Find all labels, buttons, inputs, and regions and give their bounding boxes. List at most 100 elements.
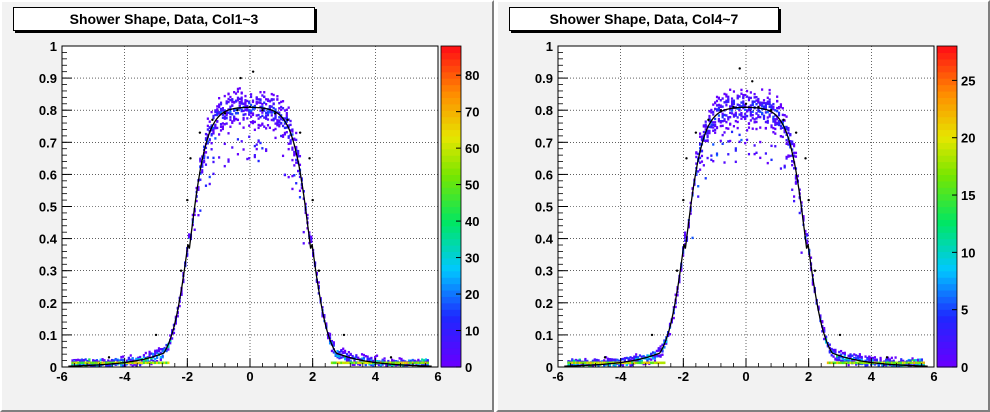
heatmap-cell	[263, 109, 266, 112]
heatmap-cell	[328, 342, 332, 345]
heatmap-cell	[764, 107, 767, 110]
heatmap-cell	[280, 100, 283, 104]
heatmap-cell	[785, 139, 788, 142]
heatmap-cell	[287, 124, 290, 127]
heatmap-cell	[280, 117, 283, 121]
heatmap-cell	[216, 119, 219, 123]
heatmap-cell	[342, 355, 345, 358]
heatmap-cell	[576, 359, 579, 363]
heatmap-cell	[695, 151, 698, 154]
heatmap-cell	[359, 363, 362, 367]
heatmap-cell	[766, 110, 769, 114]
heatmap-cell	[227, 132, 230, 135]
color-scale-bin	[441, 180, 461, 188]
heatmap-cell	[781, 135, 784, 139]
heatmap-cell	[233, 109, 236, 112]
heatmap-cell	[830, 347, 833, 351]
heatmap-cell	[734, 111, 737, 115]
heatmap-cell	[323, 314, 326, 317]
heatmap-cell	[777, 111, 781, 115]
heatmap-cell	[915, 359, 918, 362]
heatmap-cell	[727, 116, 730, 119]
heatmap-cell	[770, 144, 773, 148]
color-scale-bin	[937, 360, 957, 368]
heatmap-cell	[655, 353, 658, 357]
heatmap-cell	[787, 143, 790, 146]
heatmap-cell	[768, 113, 771, 116]
heatmap-cell	[902, 361, 905, 365]
heatmap-cell	[221, 122, 224, 125]
heatmap-cell	[635, 357, 638, 361]
heatmap-cell	[274, 115, 277, 118]
heatmap-cell	[648, 361, 651, 365]
data-point	[248, 105, 252, 109]
heatmap-cell	[270, 105, 273, 108]
heatmap-cell	[99, 364, 102, 367]
heatmap-cell	[612, 358, 615, 361]
heatmap-cell	[753, 100, 756, 103]
heatmap-cell	[204, 137, 208, 140]
heatmap-cell	[146, 359, 149, 363]
heatmap-cell	[858, 361, 861, 365]
data-point	[389, 356, 393, 359]
heatmap-cell	[597, 359, 600, 362]
heatmap-cell	[661, 343, 664, 347]
heatmap-cell	[344, 361, 347, 365]
color-scale-bin	[937, 142, 957, 150]
heatmap-cell	[623, 359, 626, 363]
heatmap-cell	[101, 361, 104, 365]
heatmap-cell	[721, 115, 724, 119]
heatmap-cell	[424, 363, 428, 366]
heatmap-cell	[806, 239, 809, 242]
heatmap-cell	[212, 156, 215, 160]
heatmap-cell	[355, 361, 358, 365]
heatmap-cell	[214, 113, 217, 117]
heatmap-cell	[259, 141, 262, 145]
heatmap-cell	[199, 209, 202, 212]
heatmap-cell	[740, 88, 743, 92]
heatmap-cell	[330, 361, 334, 365]
heatmap-cell	[206, 156, 209, 159]
heatmap-cell	[261, 94, 264, 97]
heatmap-cell	[298, 175, 302, 179]
heatmap-cell	[695, 172, 698, 176]
color-scale-bin	[441, 71, 461, 79]
heatmap-cell	[398, 361, 401, 365]
heatmap-cell	[97, 364, 100, 367]
heatmap-cell	[268, 111, 271, 114]
data-point	[154, 333, 158, 337]
heatmap-cell	[766, 96, 769, 99]
heatmap-cell	[261, 105, 264, 108]
heatmap-cell	[251, 108, 255, 111]
heatmap-cell	[845, 357, 848, 361]
heatmap-cell	[738, 140, 741, 144]
heatmap-cell	[310, 240, 313, 244]
heatmap-cell	[142, 354, 146, 357]
heatmap-cell	[920, 361, 924, 365]
heatmap-cell	[293, 150, 296, 154]
heatmap-cell	[751, 117, 754, 120]
heatmap-cell	[270, 99, 273, 102]
heatmap-cell	[845, 361, 848, 365]
heatmap-cell	[853, 361, 856, 365]
heatmap-cell	[347, 354, 350, 358]
heatmap-cell	[653, 351, 657, 354]
heatmap-cell	[291, 133, 294, 136]
heatmap-cell	[242, 118, 245, 121]
heatmap-cell	[133, 363, 136, 366]
heatmap-cell	[719, 124, 722, 128]
heatmap-cell	[740, 112, 743, 115]
color-scale-bin	[441, 219, 461, 227]
heatmap-cell	[700, 135, 704, 138]
heatmap-cell	[772, 126, 775, 130]
heatmap-cell	[730, 97, 734, 100]
heatmap-cell	[623, 361, 626, 365]
heatmap-cell	[154, 361, 157, 365]
heatmap-cell	[582, 361, 585, 365]
heatmap-cell	[783, 114, 786, 117]
heatmap-cell	[746, 114, 749, 118]
x-tick-label: -4	[119, 369, 131, 384]
heatmap-cell	[834, 357, 837, 360]
heatmap-cell	[691, 236, 694, 240]
heatmap-cell	[154, 351, 157, 354]
